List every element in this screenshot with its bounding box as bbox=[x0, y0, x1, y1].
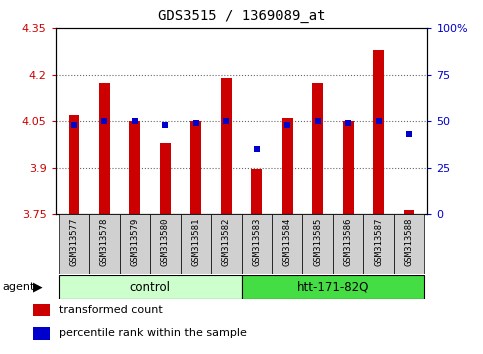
Text: htt-171-82Q: htt-171-82Q bbox=[297, 281, 369, 293]
Bar bbox=[190, 121, 201, 214]
Text: ▶: ▶ bbox=[33, 281, 43, 293]
Text: GSM313583: GSM313583 bbox=[252, 217, 261, 266]
Text: agent: agent bbox=[2, 282, 35, 292]
Text: GSM313580: GSM313580 bbox=[161, 217, 170, 266]
Bar bbox=[242, 275, 425, 299]
Bar bbox=[58, 214, 89, 274]
Bar bbox=[363, 214, 394, 274]
Text: GSM313586: GSM313586 bbox=[344, 217, 353, 266]
Bar bbox=[33, 303, 50, 316]
Bar bbox=[69, 115, 79, 214]
Bar bbox=[33, 327, 50, 340]
Text: GSM313587: GSM313587 bbox=[374, 217, 383, 266]
Bar bbox=[272, 214, 302, 274]
Bar bbox=[404, 210, 414, 214]
Bar bbox=[160, 143, 170, 214]
Bar bbox=[373, 50, 384, 214]
Bar bbox=[394, 214, 425, 274]
Text: GSM313584: GSM313584 bbox=[283, 217, 292, 266]
Text: transformed count: transformed count bbox=[59, 304, 163, 314]
Text: GSM313578: GSM313578 bbox=[100, 217, 109, 266]
Bar bbox=[181, 214, 211, 274]
Bar bbox=[120, 214, 150, 274]
Bar bbox=[211, 214, 242, 274]
Text: GSM313581: GSM313581 bbox=[191, 217, 200, 266]
Bar bbox=[282, 118, 293, 214]
Bar bbox=[221, 78, 231, 214]
Bar bbox=[99, 82, 110, 214]
Text: GSM313579: GSM313579 bbox=[130, 217, 139, 266]
Bar bbox=[242, 214, 272, 274]
Bar bbox=[333, 214, 363, 274]
Text: control: control bbox=[129, 281, 170, 293]
Bar bbox=[313, 82, 323, 214]
Text: GSM313585: GSM313585 bbox=[313, 217, 322, 266]
Bar bbox=[58, 275, 242, 299]
Text: GSM313582: GSM313582 bbox=[222, 217, 231, 266]
Bar bbox=[150, 214, 181, 274]
Bar bbox=[129, 121, 140, 214]
Bar bbox=[252, 169, 262, 214]
Bar bbox=[89, 214, 120, 274]
Text: GSM313588: GSM313588 bbox=[405, 217, 413, 266]
Text: GSM313577: GSM313577 bbox=[70, 217, 78, 266]
Text: GDS3515 / 1369089_at: GDS3515 / 1369089_at bbox=[158, 9, 325, 23]
Text: percentile rank within the sample: percentile rank within the sample bbox=[59, 329, 247, 338]
Bar bbox=[343, 121, 354, 214]
Bar bbox=[302, 214, 333, 274]
